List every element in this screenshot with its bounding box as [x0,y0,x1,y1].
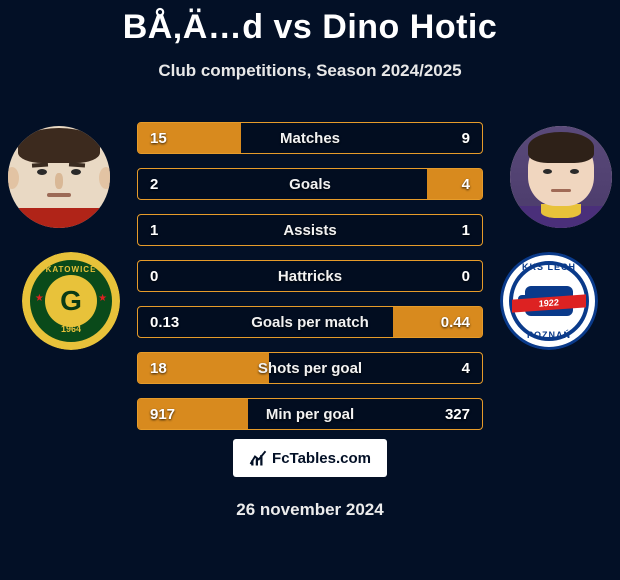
stat-right-value: 0.44 [441,314,470,331]
club1-year: 1964 [30,324,112,334]
stat-row: 15Matches9 [137,122,483,154]
branding-text: FcTables.com [272,450,371,467]
stat-row: 1Assists1 [137,214,483,246]
stat-right-value: 1 [462,222,470,239]
stat-label: Matches [138,130,482,147]
stat-row: 0Hattricks0 [137,260,483,292]
stat-right-value: 327 [445,406,470,423]
stat-label: Min per goal [138,406,482,423]
player2-club-badge: KKS LECH 1922 POZNAŃ [500,252,598,350]
stat-row: 0.13Goals per match0.44 [137,306,483,338]
club1-center-letter: G [45,275,98,328]
stat-row: 18Shots per goal4 [137,352,483,384]
subtitle: Club competitions, Season 2024/2025 [0,61,620,81]
player1-avatar [8,126,110,228]
branding-badge: FcTables.com [233,439,387,477]
stats-table: 15Matches9 2Goals4 1Assists1 0Hattricks0 0.1… [137,122,483,444]
club2-bottom-text: POZNAŃ [503,330,595,340]
stat-label: Hattricks [138,268,482,285]
page-title: BÅ‚Ä…d vs Dino Hotic [0,8,620,47]
stat-row: 917Min per goal327 [137,398,483,430]
stat-label: Shots per goal [138,360,482,377]
player2-avatar [510,126,612,228]
club2-top-text: KKS LECH [503,262,595,272]
stat-right-value: 9 [462,130,470,147]
stat-row: 2Goals4 [137,168,483,200]
chart-icon [249,449,267,467]
player1-club-badge: KATOWICE ★★ G 1964 [22,252,120,350]
club1-top-text: KATOWICE [30,265,112,274]
stat-right-value: 4 [462,360,470,377]
stat-label: Goals [138,176,482,193]
stat-right-value: 4 [462,176,470,193]
stat-label: Assists [138,222,482,239]
stat-label: Goals per match [138,314,482,331]
stat-right-value: 0 [462,268,470,285]
footer-date: 26 november 2024 [0,500,620,520]
